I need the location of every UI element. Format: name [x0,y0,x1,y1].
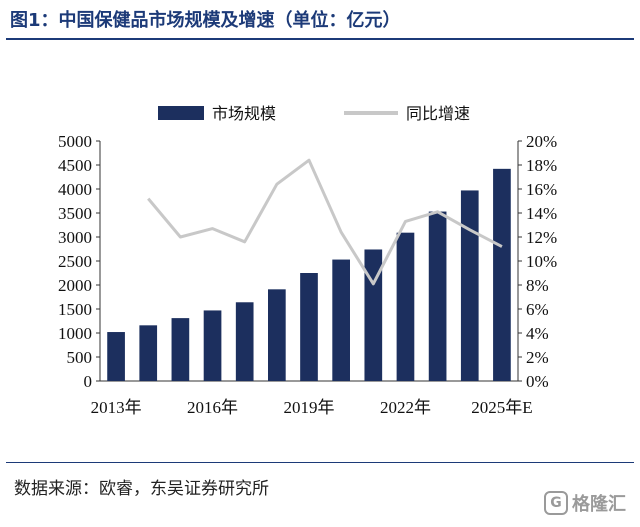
left-tick-label: 4000 [58,180,92,199]
watermark-text: 格隆汇 [572,494,626,515]
bar-2022年 [396,232,415,381]
source-divider [6,462,634,463]
right-tick-label: 16% [526,180,557,199]
watermark: G 格隆汇 [544,490,626,516]
x-tick-label: 2022年 [380,398,431,417]
bar-2018年 [268,289,286,381]
left-tick-label: 500 [67,348,93,367]
left-tick-label: 3500 [58,204,92,223]
x-tick-label: 2013年 [91,398,142,417]
x-tick-label: 2019年 [284,398,335,417]
legend-line-label: 同比增速 [406,104,470,123]
bar-2013年 [107,332,125,381]
source-note: 数据来源：欧睿，东吴证券研究所 [14,479,269,499]
figure-title: 图1：中国保健品市场规模及增速（单位：亿元） [10,10,401,31]
left-tick-label: 2000 [58,276,92,295]
chart-area: 市场规模 同比增速 0 500 1000 1500 2000 2500 3000 3500 400… [58,104,557,417]
right-tick-label: 20% [526,132,557,151]
left-tick-label: 1500 [58,300,92,319]
right-tick-label: 14% [526,204,557,223]
right-tick-label: 2% [526,348,549,367]
right-tick-label: 10% [526,252,557,271]
bar-2023年 [428,211,447,381]
right-tick-label: 8% [526,276,549,295]
left-tick-label: 1000 [58,324,92,343]
line-series [147,158,503,286]
chart-legend: 市场规模 同比增速 [158,104,470,123]
right-tick-label: 0% [526,372,549,391]
bar-2025年E [493,168,511,381]
x-tick-label: 2025年E [471,398,532,417]
right-tick-label: 12% [526,228,557,247]
left-tick-label: 0 [84,372,93,391]
bar-series [107,168,511,381]
bar-2020年 [332,259,350,381]
x-tick-label: 2016年 [187,398,238,417]
right-tick-label: 6% [526,300,549,319]
bar-2024年 [460,190,479,381]
growth-line [147,158,503,286]
bar-2015年 [171,318,190,381]
bar-2019年 [300,273,318,381]
right-tick-label: 4% [526,324,549,343]
bar-2021年 [364,249,383,381]
legend-bar-swatch [158,106,204,120]
watermark-logo-icon: G [544,491,568,515]
left-tick-label: 2500 [58,252,92,271]
left-tick-label: 5000 [58,132,92,151]
bar-2017年 [235,302,254,381]
left-tick-label: 4500 [58,156,92,175]
left-tick-label: 3000 [58,228,92,247]
chart-axes: 0 500 1000 1500 2000 2500 3000 3500 4000 4500 5000… [58,132,557,417]
bar-2014年 [139,325,158,381]
bar-2016年 [203,310,222,381]
right-tick-label: 18% [526,156,557,175]
title-divider [6,38,634,40]
legend-bar-label: 市场规模 [212,104,276,123]
